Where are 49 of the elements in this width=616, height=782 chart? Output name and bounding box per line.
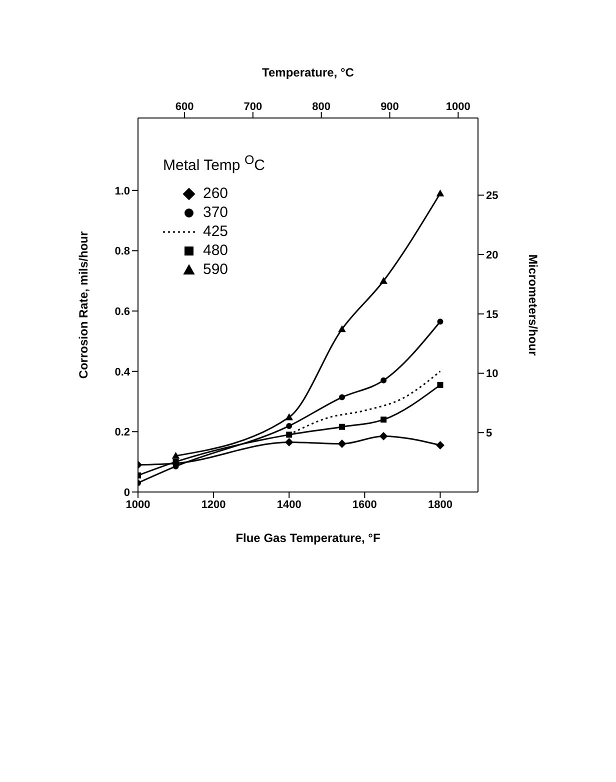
x2-tick-label: 700 [244, 101, 262, 113]
x-tick-label: 1400 [276, 498, 302, 511]
point [380, 416, 387, 423]
point [172, 452, 180, 459]
point [286, 422, 292, 429]
point [284, 438, 294, 446]
x2-tick-label: 900 [380, 101, 399, 113]
legend-title: Metal Temp $^{O}$C [163, 153, 266, 174]
point [285, 413, 294, 420]
x2-axis-title: Temperature, °C [262, 66, 354, 80]
x2-tick-label: 600 [175, 101, 194, 113]
point [437, 382, 444, 388]
legend-label: 425 [203, 223, 228, 240]
y-tick-label: 0.2 [114, 426, 130, 439]
point [380, 276, 388, 284]
y2-tick-label: 10 [486, 368, 498, 380]
x-tick-label: 1000 [126, 498, 150, 511]
x2-tick-label: 800 [312, 101, 331, 113]
y-tick-label: 1.0 [114, 185, 130, 198]
point [380, 377, 387, 384]
y2-tick-label: 15 [486, 308, 498, 321]
legend-label: 590 [203, 261, 228, 278]
legend-label: 370 [203, 204, 228, 221]
x-axis-title: Flue Gas Temperature, °F [236, 531, 380, 545]
point [379, 432, 388, 440]
y-axis-title: Corrosion Rate, mils/hour [76, 231, 90, 379]
legend-label: 480 [203, 242, 228, 259]
y2-tick-label: 20 [486, 249, 498, 262]
y-tick-label: 0.6 [114, 306, 130, 318]
point [339, 394, 345, 400]
x-tick-label: 1600 [352, 498, 377, 511]
point [437, 318, 444, 325]
point [339, 424, 345, 430]
y2-axis-title: Micrometers/hour [526, 254, 540, 356]
y-tick-label: 0.8 [114, 246, 130, 258]
point [338, 325, 346, 332]
y-tick-label: 0.4 [114, 366, 131, 378]
legend-label: 260 [203, 185, 228, 202]
y2-tick-label: 25 [486, 190, 498, 202]
y2-tick-label: 5 [486, 428, 492, 440]
x2-tick-label: 1000 [446, 101, 470, 113]
point [338, 440, 346, 448]
point [286, 432, 292, 438]
x-tick-label: 1800 [428, 498, 452, 511]
point [436, 441, 444, 450]
point [172, 458, 179, 465]
point [436, 190, 444, 196]
x-tick-label: 1200 [201, 498, 226, 511]
y-tick-label: 0 [124, 486, 130, 499]
